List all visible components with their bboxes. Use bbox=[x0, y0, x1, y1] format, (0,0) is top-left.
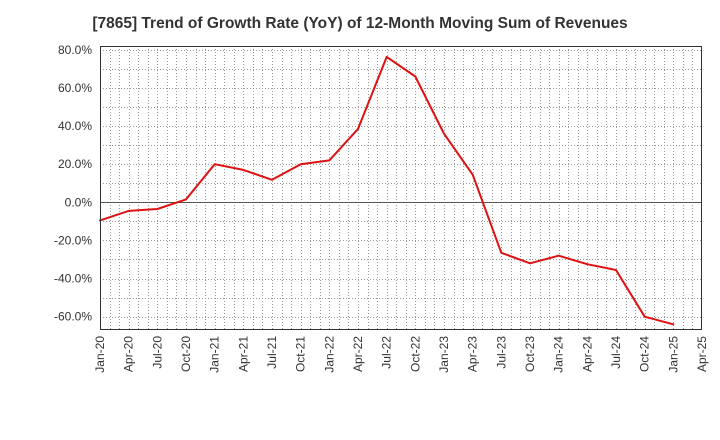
x-tick-label: Apr-22 bbox=[351, 336, 365, 372]
x-tick-label: Oct-21 bbox=[294, 336, 308, 372]
y-tick-label: 40.0% bbox=[58, 119, 92, 133]
data-point bbox=[156, 208, 158, 210]
data-point bbox=[558, 255, 560, 257]
series-layer bbox=[99, 55, 675, 326]
x-tick-label: Oct-20 bbox=[179, 336, 193, 372]
data-point bbox=[357, 128, 359, 130]
x-tick-label: Jan-21 bbox=[208, 336, 222, 373]
data-point bbox=[644, 316, 646, 318]
x-tick-label: Jul-23 bbox=[494, 336, 508, 369]
data-point bbox=[242, 169, 244, 171]
y-tick-label: -20.0% bbox=[54, 233, 92, 247]
x-tick-label: Jan-20 bbox=[93, 336, 107, 373]
plot-background bbox=[100, 46, 702, 330]
data-point bbox=[500, 252, 502, 254]
x-tick-label: Apr-24 bbox=[580, 336, 594, 372]
data-point bbox=[472, 174, 474, 176]
x-tick-label: Jan-25 bbox=[666, 336, 680, 373]
chart-title: [7865] Trend of Growth Rate (YoY) of 12-… bbox=[92, 15, 628, 32]
x-tick-label: Jul-22 bbox=[380, 336, 394, 369]
data-point bbox=[328, 159, 330, 161]
data-point bbox=[214, 163, 216, 165]
x-tick-label: Oct-24 bbox=[638, 336, 652, 372]
y-tick-label: -40.0% bbox=[54, 272, 92, 286]
x-tick-label: Jan-24 bbox=[552, 336, 566, 373]
x-tick-label: Oct-23 bbox=[523, 336, 537, 372]
y-tick-label: 0.0% bbox=[65, 195, 93, 209]
y-tick-label: 80.0% bbox=[58, 43, 92, 57]
y-tick-label: 60.0% bbox=[58, 81, 92, 95]
data-point bbox=[271, 179, 273, 181]
data-point bbox=[414, 76, 416, 78]
data-point bbox=[615, 269, 617, 271]
plot-frame bbox=[100, 46, 702, 330]
x-tick-label: Jul-20 bbox=[150, 336, 164, 369]
series-line bbox=[99, 55, 675, 326]
x-tick-label: Apr-21 bbox=[236, 336, 250, 372]
data-point bbox=[300, 163, 302, 165]
x-tick-label: Jul-21 bbox=[265, 336, 279, 369]
x-tick-label: Oct-22 bbox=[408, 336, 422, 372]
data-point bbox=[672, 323, 674, 325]
data-point bbox=[443, 133, 445, 135]
x-tick-label: Apr-25 bbox=[695, 336, 709, 372]
data-point bbox=[386, 56, 388, 58]
y-axis-ticks: 80.0% 60.0% 40.0% 20.0% 0.0% -20.0% -40.0% -60.… bbox=[54, 43, 92, 324]
data-point bbox=[128, 210, 130, 212]
x-tick-label: Jul-24 bbox=[609, 336, 623, 369]
x-tick-label: Apr-20 bbox=[122, 336, 136, 372]
x-tick-label: Apr-23 bbox=[466, 336, 480, 372]
x-tick-label: Jan-22 bbox=[322, 336, 336, 373]
data-point bbox=[529, 262, 531, 264]
data-point bbox=[586, 263, 588, 265]
y-tick-label: 20.0% bbox=[58, 157, 92, 171]
grid-lines bbox=[100, 46, 702, 330]
x-axis-ticks: Jan-20 Apr-20 Jul-20 Oct-20 Jan-21 Apr-21 Jul-… bbox=[93, 336, 709, 373]
x-tick-label: Jan-23 bbox=[437, 336, 451, 373]
y-tick-label: -60.0% bbox=[54, 310, 92, 324]
data-point bbox=[185, 198, 187, 200]
